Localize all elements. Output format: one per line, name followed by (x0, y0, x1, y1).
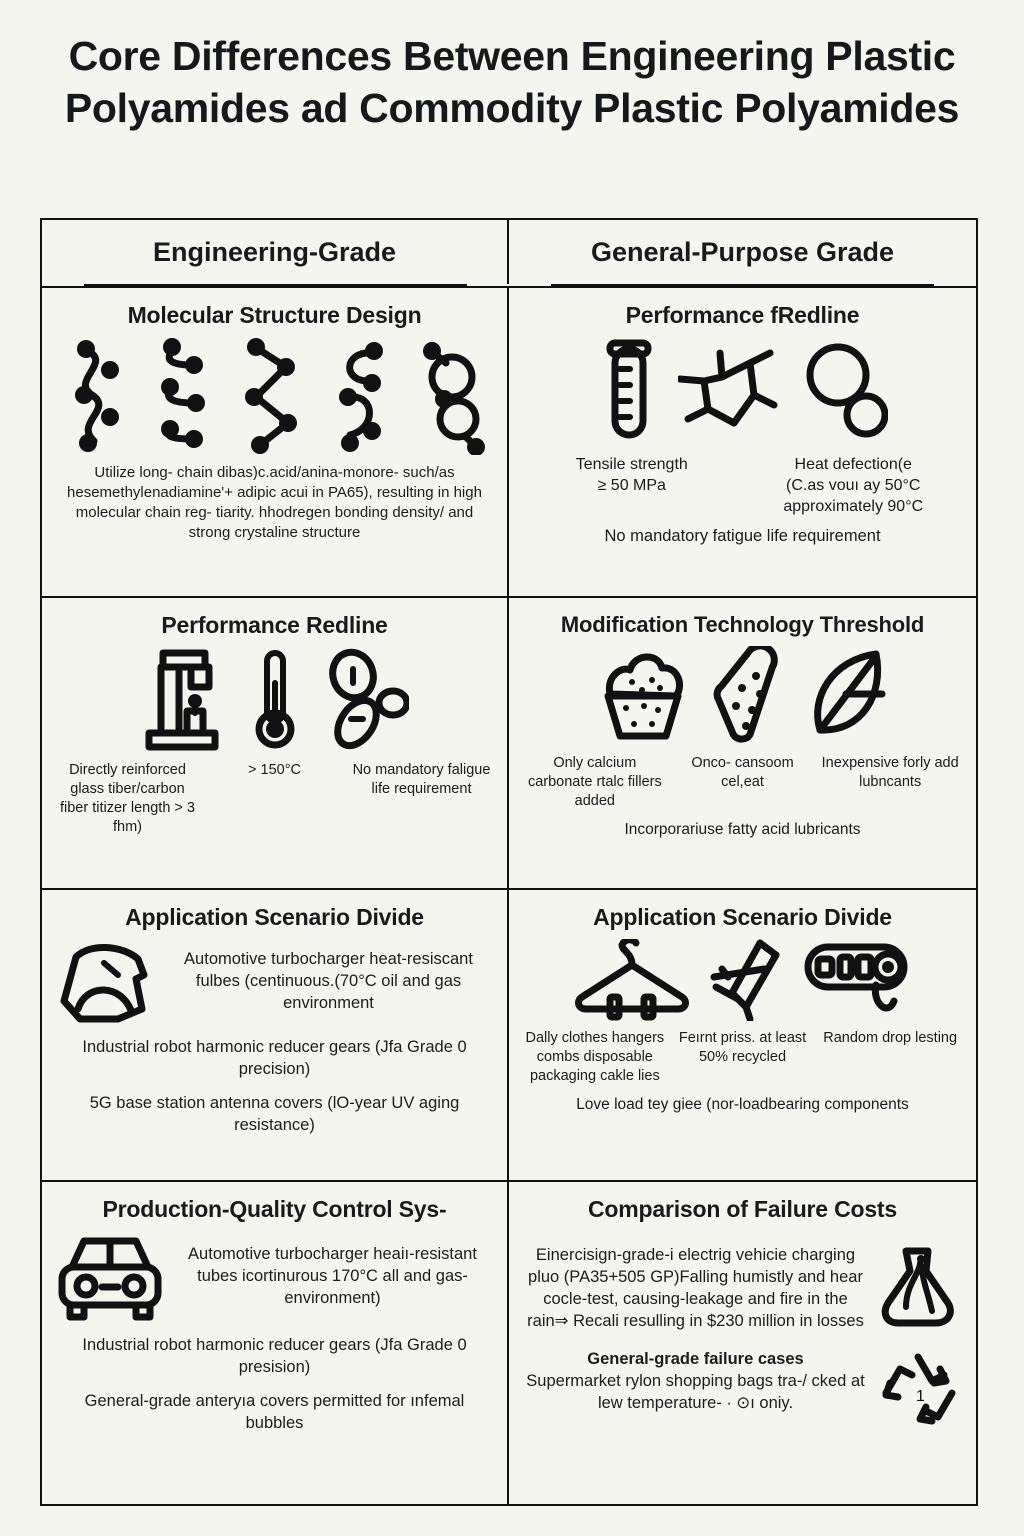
failure-cost-text: Einercisign-grade-i electrig vehicie cha… (527, 1246, 864, 1330)
caption-heat-deflection: Heat defection(e (C.as vouı ay 50°C appr… (783, 456, 924, 515)
modification-captions: Only calcium carbonate rtalc fillers add… (523, 754, 962, 811)
comparison-table: Engineering-Grade General-Purpose Grade … (40, 218, 978, 1506)
caption-tensile-strength: Tensile strength ≥ 50 MPa (575, 456, 688, 494)
cell-molecular-structure-design: Molecular Structure Design (42, 288, 509, 596)
turbocharger-icon (60, 943, 148, 1023)
table-header-row: Engineering-Grade General-Purpose Grade (42, 220, 976, 284)
modification-icon-row (523, 646, 962, 746)
note-low-load: Love load tey giee (nor-loadbearing comp… (576, 1095, 909, 1113)
table-row: Molecular Structure Design (42, 286, 976, 596)
polymer-chain-icon (422, 342, 485, 455)
paragraph-robot-gears: Industrial robot harmonic reducer gears … (82, 1038, 467, 1078)
application-icon-row (523, 939, 962, 1021)
cell-production-quality-control: Production-Quality Control Sys- Automoti… (42, 1182, 509, 1504)
test-tube-icon (606, 339, 651, 439)
caption-glass-fiber: Directly reinforced glass tiber/carbon f… (59, 762, 195, 835)
header-underline-left (84, 284, 467, 286)
table-row: Performance Redline (42, 596, 976, 888)
caption-fatigue: No mandatory faligue life requirement (352, 762, 491, 797)
cell-modification-technology-threshold: Modification Technology Threshold (509, 598, 976, 888)
polymer-chain-icon (74, 340, 119, 452)
recycle-icon: 1 (882, 1353, 956, 1425)
fatigue-cycle-icon (328, 648, 409, 750)
branched-molecule-icon (677, 349, 777, 427)
failure-cost-block: Einercisign-grade-i electrig vehicie cha… (523, 1245, 962, 1333)
performance-icon-row (56, 647, 493, 753)
paragraph-5g-antenna: 5G base station antenna covers (lO-year … (89, 1093, 460, 1134)
note-no-fatigue-requirement: No mandatory fatigue life requirement (604, 527, 881, 546)
thermometer-icon (255, 650, 294, 749)
speckled-tag-icon (713, 646, 778, 743)
application-captions: Dally clothes hangers combs disposable p… (523, 1029, 962, 1086)
polymer-chain-icon (244, 338, 297, 454)
section-title: Performance fRedline (625, 302, 860, 328)
section-title: Performance Redline (161, 612, 388, 638)
cell-performance-redline-engineering: Performance Redline (42, 598, 509, 888)
paragraph-general-grade-antenna: General-grade anteryıa covers permitted … (84, 1391, 465, 1432)
performance-captions: Tensile strength ≥ 50 MPa Heat defection… (523, 455, 962, 517)
caption-inexpensive: Inexpensive forly add lubncants (821, 755, 959, 790)
caption-drop-testing: Random drop lesting (823, 1030, 958, 1046)
caption-temperature: > 150°C (248, 762, 301, 778)
car-icon (58, 1237, 162, 1321)
performance-captions: Directly reinforced glass tiber/carbon f… (56, 761, 493, 836)
table-row: Application Scenario Divide Automotive t… (42, 888, 976, 1180)
car-block: Automotive turbocharger heaiı-resistant … (56, 1231, 493, 1323)
hair-dryer-icon (804, 943, 907, 1012)
header-underline-right (551, 284, 934, 286)
molecular-icon-row (56, 337, 493, 455)
caption-recycled: Feırnt priss. at least 50% recycled (678, 1030, 807, 1065)
paragraph-robot-gears: Industrial robot harmonic reducer gears … (82, 1336, 467, 1376)
svg-text:1: 1 (916, 1388, 925, 1405)
bubbles-icon (806, 343, 888, 438)
section-title: Comparison of Failure Costs (588, 1196, 897, 1222)
general-grade-failure-block: General-grade failure cases Supermarket … (523, 1349, 962, 1431)
page-title: Core Differences Between Engineering Pla… (64, 33, 960, 132)
section-title: Modification Technology Threshold (560, 612, 925, 637)
polymer-chain-icon (160, 338, 205, 448)
note-fatty-acid-lubricants: Incorporariuse fatty acid lubricants (624, 820, 861, 838)
caption-daily-clothes: Dally clothes hangers combs disposable p… (525, 1030, 665, 1084)
section-title: Application Scenario Divide (125, 904, 424, 930)
car-text: Automotive turbocharger heaiı-resistant … (188, 1245, 477, 1307)
cell-application-scenario-engineering: Application Scenario Divide Automotive t… (42, 890, 509, 1180)
cell-comparison-of-failure-costs: Comparison of Failure Costs Einercisign-… (509, 1182, 976, 1504)
caption-calcium-carbonate: Only calcium carbonate rtalc fillers add… (527, 755, 662, 809)
clothes-hanger-icon (574, 939, 689, 1021)
polymer-chain-icon (338, 342, 383, 452)
cell-application-scenario-general: Application Scenario Divide (509, 890, 976, 1180)
general-grade-failure-body: Supermarket rylon shopping bags tra-/ ck… (526, 1371, 865, 1412)
column-header-engineering: Engineering-Grade (42, 220, 509, 284)
column-header-general: General-Purpose Grade (590, 236, 895, 267)
turbocharger-block: Automotive turbocharger heat-resiscant f… (56, 939, 493, 1025)
flask-icon (881, 1247, 954, 1327)
performance-icon-row (523, 337, 962, 447)
general-grade-failure-title: General-grade failure cases (587, 1349, 804, 1368)
cell-performance-redline-general: Performance fRedline (509, 288, 976, 596)
leaf-icon (813, 650, 885, 734)
caption-one-time: Onco- cansoom cel,eat (691, 755, 794, 790)
table-row: Production-Quality Control Sys- Automoti… (42, 1180, 976, 1504)
powder-bowl-icon (604, 653, 683, 740)
press-frame-icon (710, 939, 779, 1021)
testing-machine-icon (145, 649, 218, 751)
molecular-structure-body: Utilize long- chain dibas)c.acid/anina-m… (67, 464, 482, 541)
turbocharger-text: Automotive turbocharger heat-resiscant f… (184, 950, 473, 1012)
section-title: Molecular Structure Design (127, 302, 422, 328)
header-underline-group (42, 284, 976, 286)
section-title: Production-Quality Control Sys- (102, 1196, 447, 1222)
section-title: Application Scenario Divide (593, 904, 892, 930)
